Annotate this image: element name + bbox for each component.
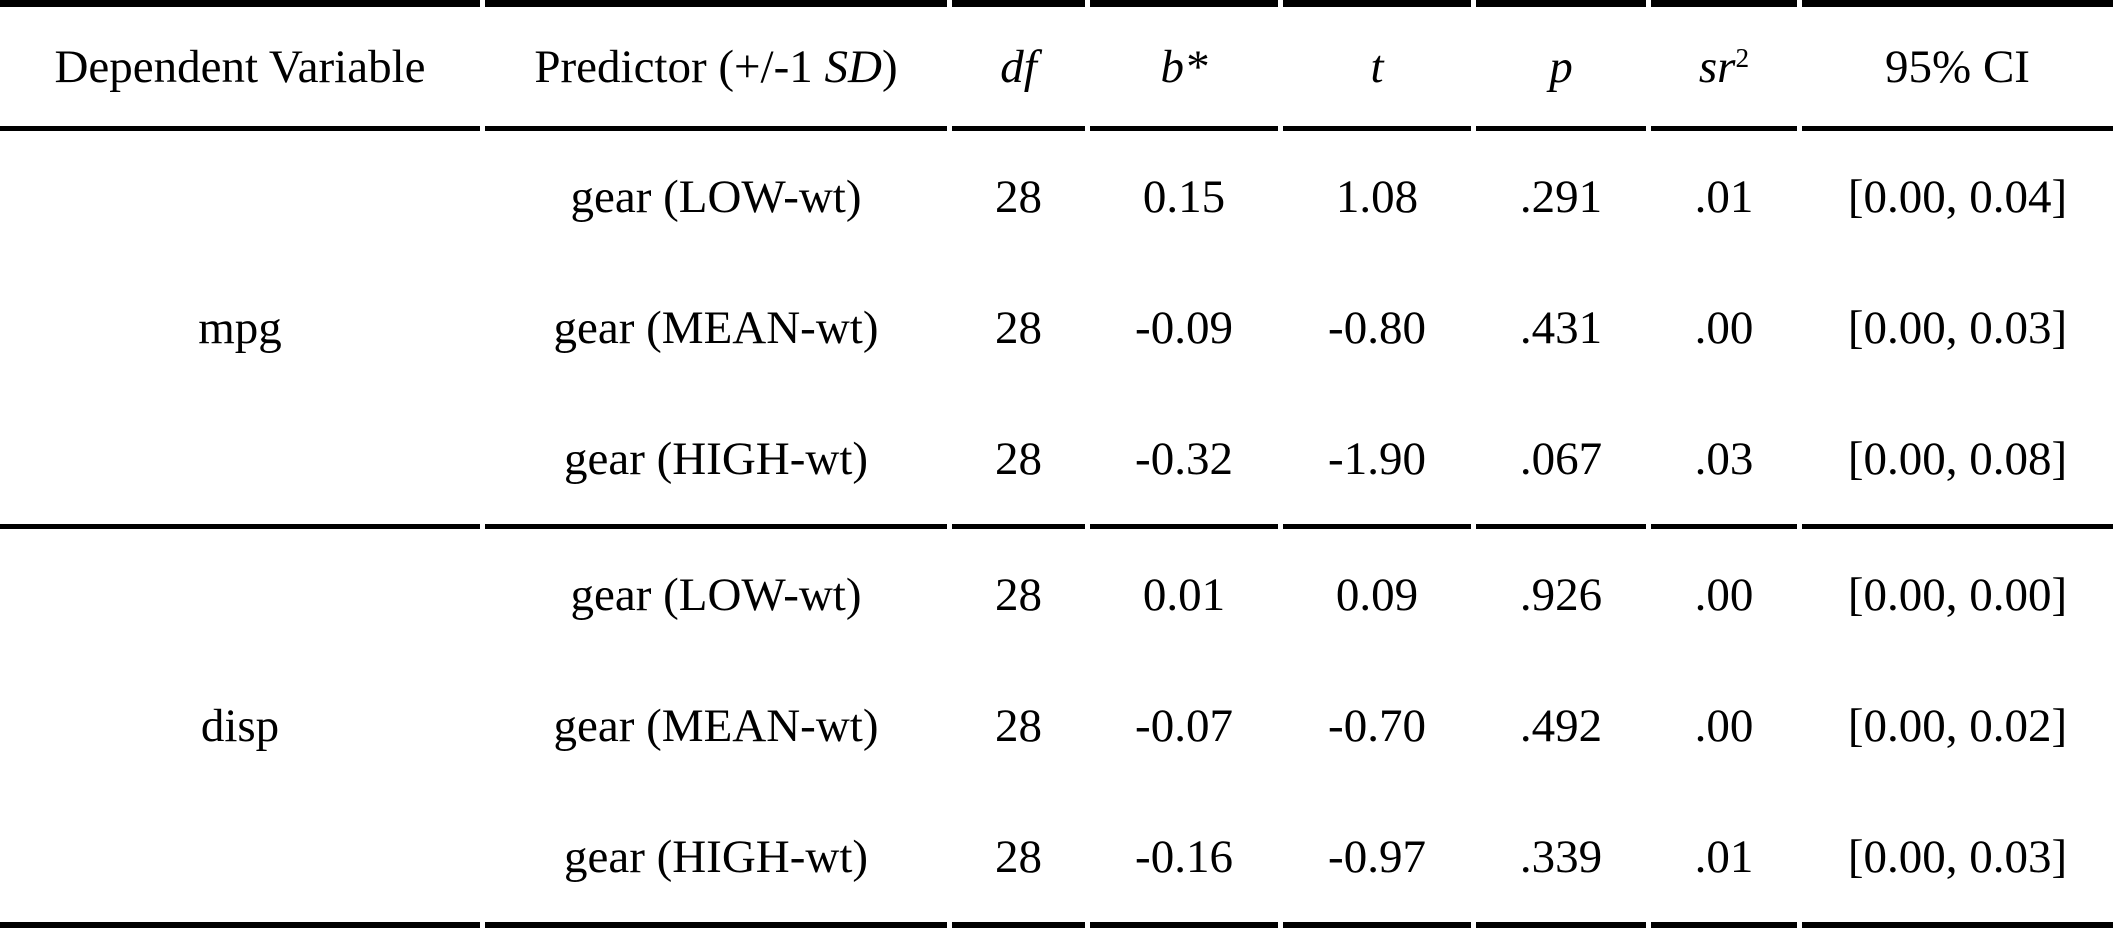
b-cell: -0.32 [1090, 393, 1278, 529]
header-p: p [1476, 0, 1646, 131]
header-sr2: sr2 [1651, 0, 1797, 131]
b-cell: 0.15 [1142, 170, 1226, 223]
t-cell: -0.97 [1283, 791, 1471, 928]
p-cell: .492 [1519, 699, 1603, 752]
header-ci-label: 95% CI [1885, 40, 2030, 93]
header-predictor: Predictor (+/-1 SD) [485, 0, 947, 131]
header-predictor-close-paren: ) [881, 40, 898, 93]
predictor-cell: gear (LOW-wt) [570, 170, 862, 223]
dependent-variable-cell: mpg [0, 131, 480, 529]
ci-cell: [0.00, 0.04] [1847, 170, 2068, 223]
predictor-cell: gear (HIGH-wt) [485, 791, 947, 928]
p-cell: .431 [1519, 301, 1603, 354]
df-cell: 28 [995, 699, 1042, 752]
table-row: mpg gear (LOW-wt) 28 0.15 1.08 .291 .01 … [0, 131, 2113, 529]
table-row: gear (HIGH-wt) 28 -0.32 -1.90 .067 .03 [… [0, 393, 2113, 529]
p-cell: .291 [1519, 170, 1603, 223]
t-cell: 0.09 [1335, 568, 1419, 621]
sr2-cell: .01 [1694, 170, 1754, 223]
p-cell: .339 [1476, 791, 1646, 928]
sr2-cell: .00 [1694, 568, 1754, 621]
sr2-cell: .00 [1694, 699, 1754, 752]
header-sr2-exponent: 2 [1735, 42, 1750, 73]
ci-cell: [0.00, 0.03] [1847, 301, 2068, 354]
t-cell: -1.90 [1283, 393, 1471, 529]
sr2-cell: .00 [1694, 301, 1754, 354]
header-b-star: b* [1090, 0, 1278, 131]
header-dependent-variable: Dependent Variable [0, 0, 480, 131]
header-ci: 95% CI [1802, 0, 2113, 131]
t-cell: -0.80 [1328, 301, 1426, 354]
predictor-cell: gear (HIGH-wt) [485, 393, 947, 529]
df-cell: 28 [952, 791, 1085, 928]
p-cell: .067 [1476, 393, 1646, 529]
ci-cell: [0.00, 0.02] [1847, 699, 2068, 752]
predictor-cell: gear (LOW-wt) [570, 568, 862, 621]
t-cell: 1.08 [1335, 170, 1419, 223]
header-predictor-sd-label: SD [824, 40, 882, 93]
df-cell: 28 [995, 568, 1042, 621]
header-b-star-label: b* [1160, 40, 1208, 93]
header-sr2-base-label: sr [1698, 40, 1736, 93]
t-cell: -0.70 [1328, 699, 1426, 752]
sr2-cell: .03 [1651, 393, 1797, 529]
b-cell: -0.16 [1090, 791, 1278, 928]
table-row: disp gear (LOW-wt) 28 0.01 0.09 .926 .00… [0, 529, 2113, 928]
p-cell: .926 [1519, 568, 1603, 621]
df-cell: 28 [995, 170, 1042, 223]
ci-cell: [0.00, 0.08] [1802, 393, 2113, 529]
table-row: gear (MEAN-wt) 28 -0.09 -0.80 .431 .00 [… [0, 262, 2113, 393]
header-dependent-variable-label: Dependent Variable [54, 40, 426, 93]
predictor-cell: gear (MEAN-wt) [553, 699, 879, 752]
dependent-variable-cell: disp [0, 529, 480, 928]
b-cell: -0.09 [1135, 301, 1233, 354]
b-cell: -0.07 [1135, 699, 1233, 752]
header-t: t [1283, 0, 1471, 131]
df-cell: 28 [995, 301, 1042, 354]
table-row: gear (HIGH-wt) 28 -0.16 -0.97 .339 .01 [… [0, 791, 2113, 928]
table-row: gear (MEAN-wt) 28 -0.07 -0.70 .492 .00 [… [0, 660, 2113, 791]
ci-cell: [0.00, 0.00] [1847, 568, 2068, 621]
header-df-label: df [1000, 40, 1037, 93]
b-cell: 0.01 [1142, 568, 1226, 621]
header-p-label: p [1549, 40, 1573, 93]
predictor-cell: gear (MEAN-wt) [553, 301, 879, 354]
ci-cell: [0.00, 0.03] [1802, 791, 2113, 928]
header-predictor-label: Predictor (+/-1 [534, 40, 825, 93]
header-t-label: t [1370, 40, 1384, 93]
sr2-cell: .01 [1651, 791, 1797, 928]
header-df: df [952, 0, 1085, 131]
df-cell: 28 [952, 393, 1085, 529]
header-row: Dependent Variable Predictor (+/-1 SD) d… [0, 0, 2113, 131]
